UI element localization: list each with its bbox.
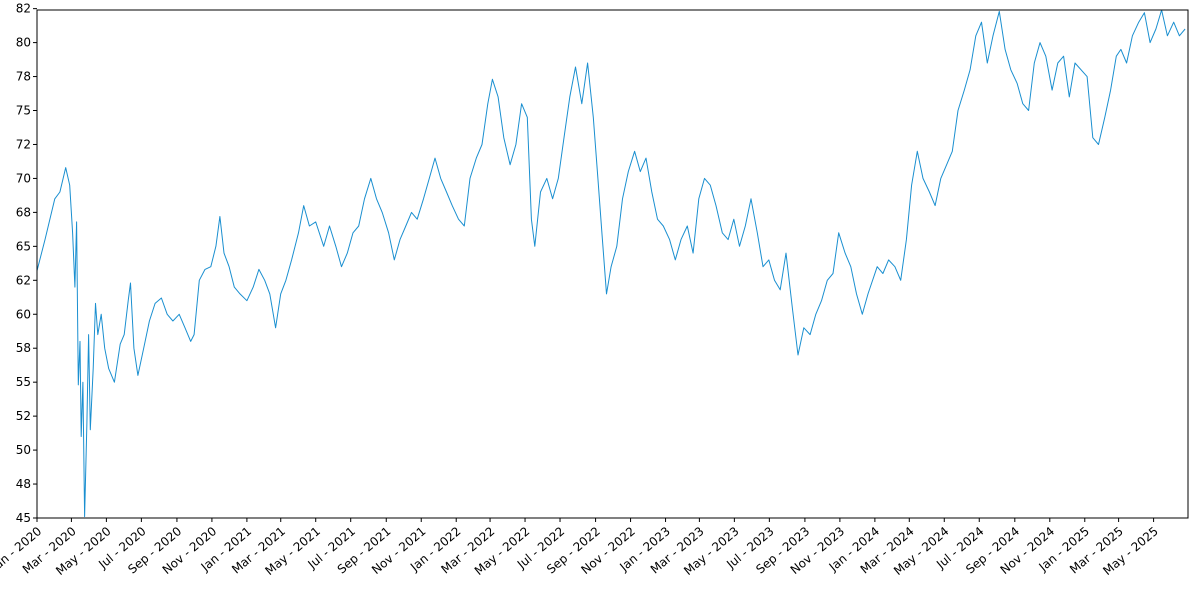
y-tick-label: 58 [16, 341, 31, 355]
y-tick-label: 78 [16, 70, 31, 84]
y-tick-label: 70 [16, 171, 31, 185]
y-tick-label: 45 [16, 511, 31, 525]
plot-frame [36, 9, 1189, 519]
y-tick-label: 50 [16, 443, 31, 457]
y-tick-label: 68 [16, 205, 31, 219]
y-tick-label: 60 [16, 307, 31, 321]
y-axis-ticks: 45 48 50 52 55 58 60 62 65 68 70 72 75 78 80 82 [16, 2, 37, 525]
y-tick-label: 65 [16, 239, 31, 253]
y-tick-label: 62 [16, 273, 31, 287]
y-tick-label: 52 [16, 409, 31, 423]
y-tick-label: 55 [16, 375, 31, 389]
y-tick-label: 82 [16, 2, 31, 16]
series-layer [36, 9, 1186, 518]
y-tick-label: 72 [16, 137, 31, 151]
y-tick-label: 75 [16, 104, 31, 118]
y-tick-label: 80 [16, 36, 31, 50]
y-tick-label: 48 [16, 477, 31, 491]
series-line [36, 9, 1186, 518]
